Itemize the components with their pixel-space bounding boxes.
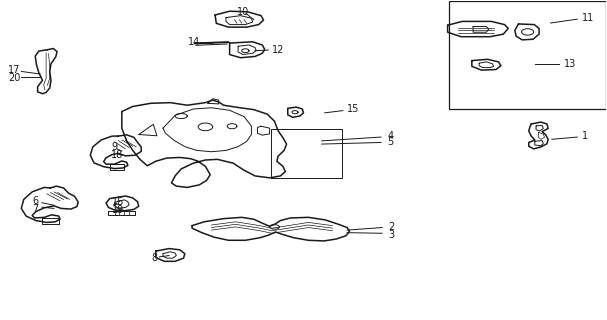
Text: 3: 3: [388, 230, 395, 240]
Text: 18: 18: [111, 150, 123, 160]
Text: 4: 4: [387, 131, 393, 141]
Text: 15: 15: [347, 104, 359, 114]
Text: 1: 1: [582, 131, 588, 141]
Bar: [449, 1, 606, 109]
Text: 10: 10: [237, 7, 249, 17]
Text: 8: 8: [151, 253, 157, 263]
Text: 19: 19: [112, 205, 124, 215]
Text: 11: 11: [582, 13, 594, 23]
Text: 5: 5: [387, 138, 393, 148]
Text: 9: 9: [111, 142, 117, 152]
Text: 16: 16: [112, 197, 124, 207]
Text: 14: 14: [188, 37, 201, 47]
Text: 6: 6: [32, 196, 38, 206]
Text: 12: 12: [272, 45, 285, 55]
Text: 20: 20: [8, 73, 21, 84]
Text: 2: 2: [388, 222, 395, 232]
Text: 7: 7: [32, 204, 38, 214]
Text: 13: 13: [564, 60, 576, 69]
Text: 17: 17: [8, 65, 21, 75]
